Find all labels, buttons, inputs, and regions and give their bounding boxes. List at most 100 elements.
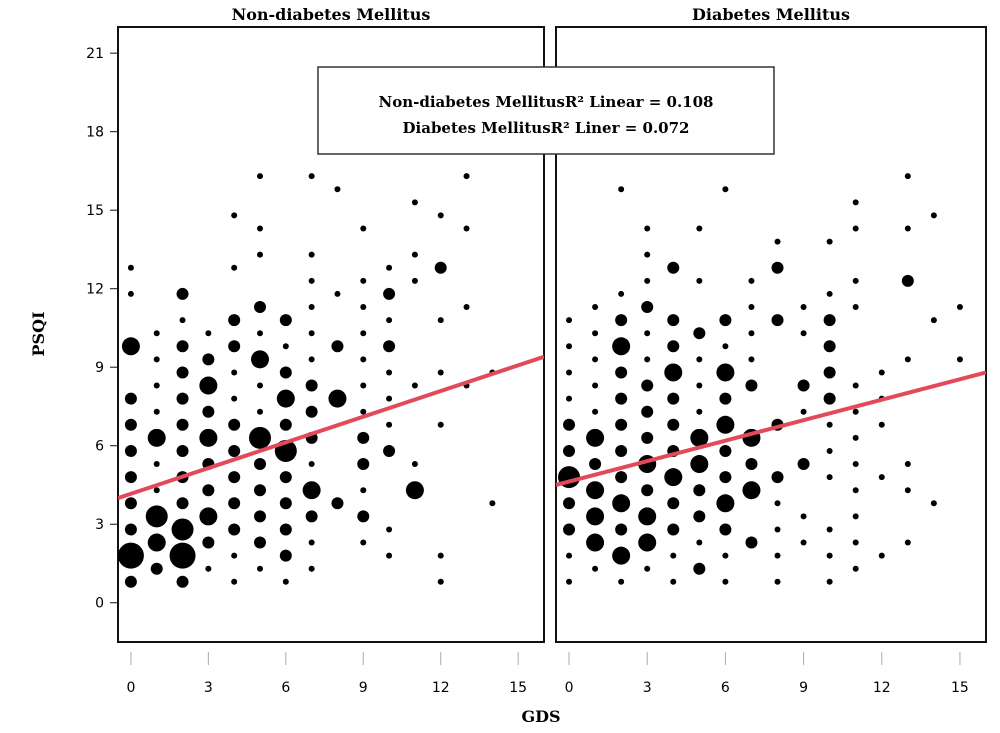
data-point (797, 458, 810, 471)
data-point (231, 369, 238, 376)
data-point (202, 484, 215, 497)
plot-frame (117, 26, 545, 643)
data-point (257, 382, 263, 389)
data-point (826, 474, 833, 481)
data-point (228, 340, 241, 353)
data-point (670, 578, 677, 585)
x-tick-label: 0 (126, 680, 135, 696)
data-point (826, 526, 833, 533)
data-point (618, 186, 625, 193)
data-point (205, 330, 212, 337)
data-point (667, 340, 680, 353)
x-tick-label: 9 (799, 680, 808, 696)
data-point (145, 505, 168, 528)
data-point (228, 497, 241, 510)
data-point (153, 330, 160, 337)
data-point (771, 261, 784, 274)
data-point (124, 444, 137, 457)
data-point (176, 340, 189, 353)
data-point (956, 356, 963, 363)
data-point (360, 304, 367, 311)
data-point (153, 408, 160, 415)
data-point (592, 382, 599, 389)
data-point (878, 474, 885, 481)
data-point (930, 500, 937, 507)
data-point (257, 173, 263, 180)
data-point (357, 510, 370, 523)
data-point (405, 481, 424, 500)
data-point (308, 173, 315, 180)
data-point (774, 526, 781, 533)
data-point (748, 356, 755, 363)
data-point (124, 392, 137, 405)
data-point (592, 408, 599, 415)
data-point (904, 539, 911, 546)
y-tick-label: 9 (95, 360, 104, 376)
data-point (254, 458, 266, 471)
data-point (124, 471, 137, 484)
data-point (904, 225, 911, 232)
data-point (615, 314, 628, 327)
data-point (153, 487, 160, 494)
data-point (282, 343, 289, 350)
data-point (357, 458, 370, 471)
y-tick-label: 3 (95, 517, 104, 533)
data-point (800, 304, 807, 311)
data-point (823, 392, 836, 405)
data-point (774, 238, 781, 245)
data-point (257, 565, 263, 572)
axis-labels: GDS PSQI (29, 311, 561, 726)
x-tick-label: 0 (565, 680, 574, 696)
data-point (308, 539, 315, 546)
data-point (147, 428, 166, 447)
data-point (257, 251, 263, 258)
data-point (386, 552, 393, 559)
data-point (615, 444, 628, 457)
data-point (360, 487, 367, 494)
data-point (302, 481, 321, 500)
data-point (386, 395, 393, 402)
data-point (279, 523, 292, 536)
data-point (360, 408, 367, 415)
legend-box (317, 66, 775, 155)
data-point (176, 444, 189, 457)
data-point (386, 317, 393, 324)
data-point (383, 340, 396, 353)
data-point (463, 173, 470, 180)
data-point (615, 523, 628, 536)
data-point (153, 356, 160, 363)
data-point (171, 518, 194, 541)
data-point (696, 408, 703, 415)
data-point (722, 552, 729, 559)
data-point (722, 343, 729, 350)
data-point (411, 382, 418, 389)
data-point (124, 497, 137, 510)
data-point (231, 212, 238, 219)
data-point (800, 408, 807, 415)
data-point (852, 434, 859, 441)
data-point (331, 497, 344, 510)
data-point (664, 363, 683, 382)
data-point (308, 461, 315, 468)
data-point (693, 562, 706, 575)
data-point (852, 199, 859, 206)
data-point (360, 330, 367, 337)
data-point (179, 317, 186, 324)
x-tick-label: 15 (509, 680, 527, 696)
legend-line-diabetes: Diabetes MellitusR² Liner = 0.072 (403, 119, 690, 137)
data-point (205, 565, 212, 572)
data-point (279, 314, 292, 327)
data-point (411, 277, 418, 284)
data-point (719, 444, 732, 457)
x-tick-label: 6 (281, 680, 290, 696)
data-point (641, 301, 654, 314)
data-point (383, 287, 396, 300)
data-point (586, 481, 605, 500)
data-point (696, 225, 703, 232)
data-point (411, 461, 418, 468)
data-point (667, 261, 680, 274)
data-point (823, 314, 836, 327)
data-point (257, 330, 263, 337)
data-point (463, 225, 470, 232)
data-point (722, 186, 729, 193)
